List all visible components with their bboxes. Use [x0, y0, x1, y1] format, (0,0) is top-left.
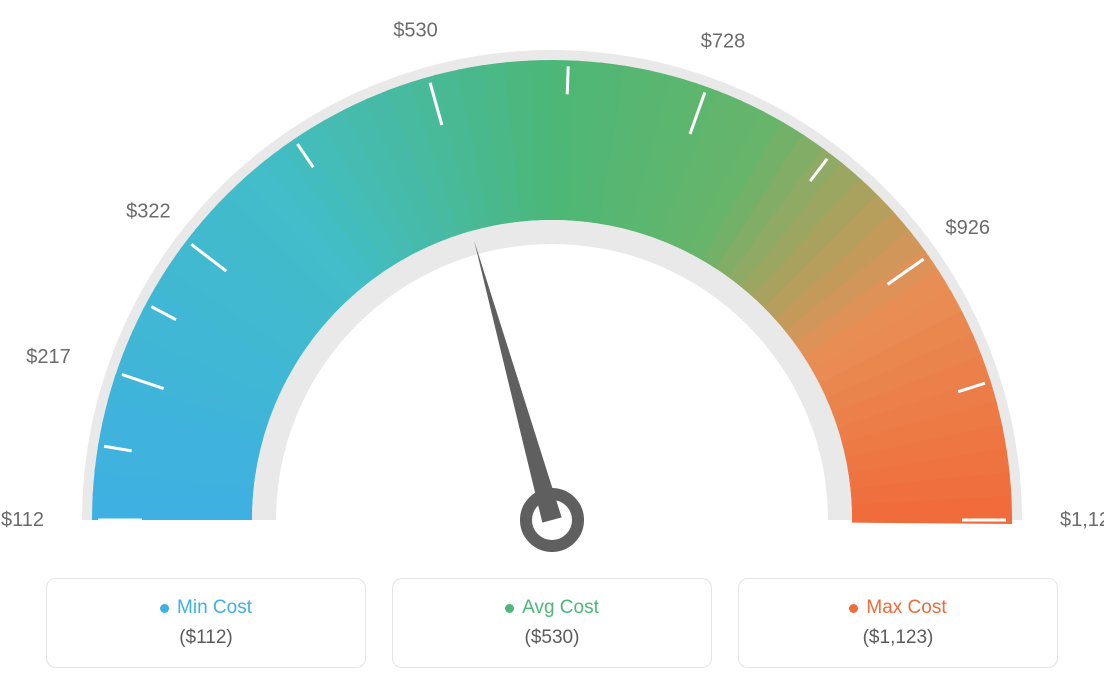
legend-card-max: Max Cost ($1,123) [738, 578, 1058, 668]
gauge-needle [474, 241, 562, 523]
gauge-chart: $112 $217 $322 $530 $728 $926 $1,123 [0, 20, 1104, 585]
legend-label-min: Min Cost [160, 597, 252, 619]
legend-text-min: Min Cost [177, 597, 252, 619]
legend-value-avg: ($530) [525, 627, 580, 649]
legend-label-max: Max Cost [849, 597, 946, 619]
legend-value-max: ($1,123) [863, 627, 934, 649]
legend-card-avg: Avg Cost ($530) [392, 578, 712, 668]
legend-text-max: Max Cost [866, 597, 946, 619]
tick-label: $322 [126, 201, 171, 223]
tick-minor [567, 66, 568, 94]
tick-label: $530 [393, 20, 438, 42]
tick-label: $217 [26, 346, 71, 368]
gauge-color-band [92, 60, 1012, 524]
legend-label-avg: Avg Cost [505, 597, 599, 619]
tick-label: $1,123 [1060, 509, 1104, 531]
legend-card-min: Min Cost ($112) [46, 578, 366, 668]
tick-label: $926 [946, 217, 991, 239]
legend-row: Min Cost ($112) Avg Cost ($530) Max Cost… [46, 578, 1058, 668]
legend-dot-min [160, 604, 169, 613]
legend-dot-max [849, 604, 858, 613]
legend-text-avg: Avg Cost [522, 597, 599, 619]
tick-label: $728 [701, 31, 746, 53]
tick-label: $112 [1, 509, 44, 531]
gauge-svg: $112 $217 $322 $530 $728 $926 $1,123 [0, 20, 1104, 580]
legend-dot-avg [505, 604, 514, 613]
legend-value-min: ($112) [179, 627, 233, 649]
